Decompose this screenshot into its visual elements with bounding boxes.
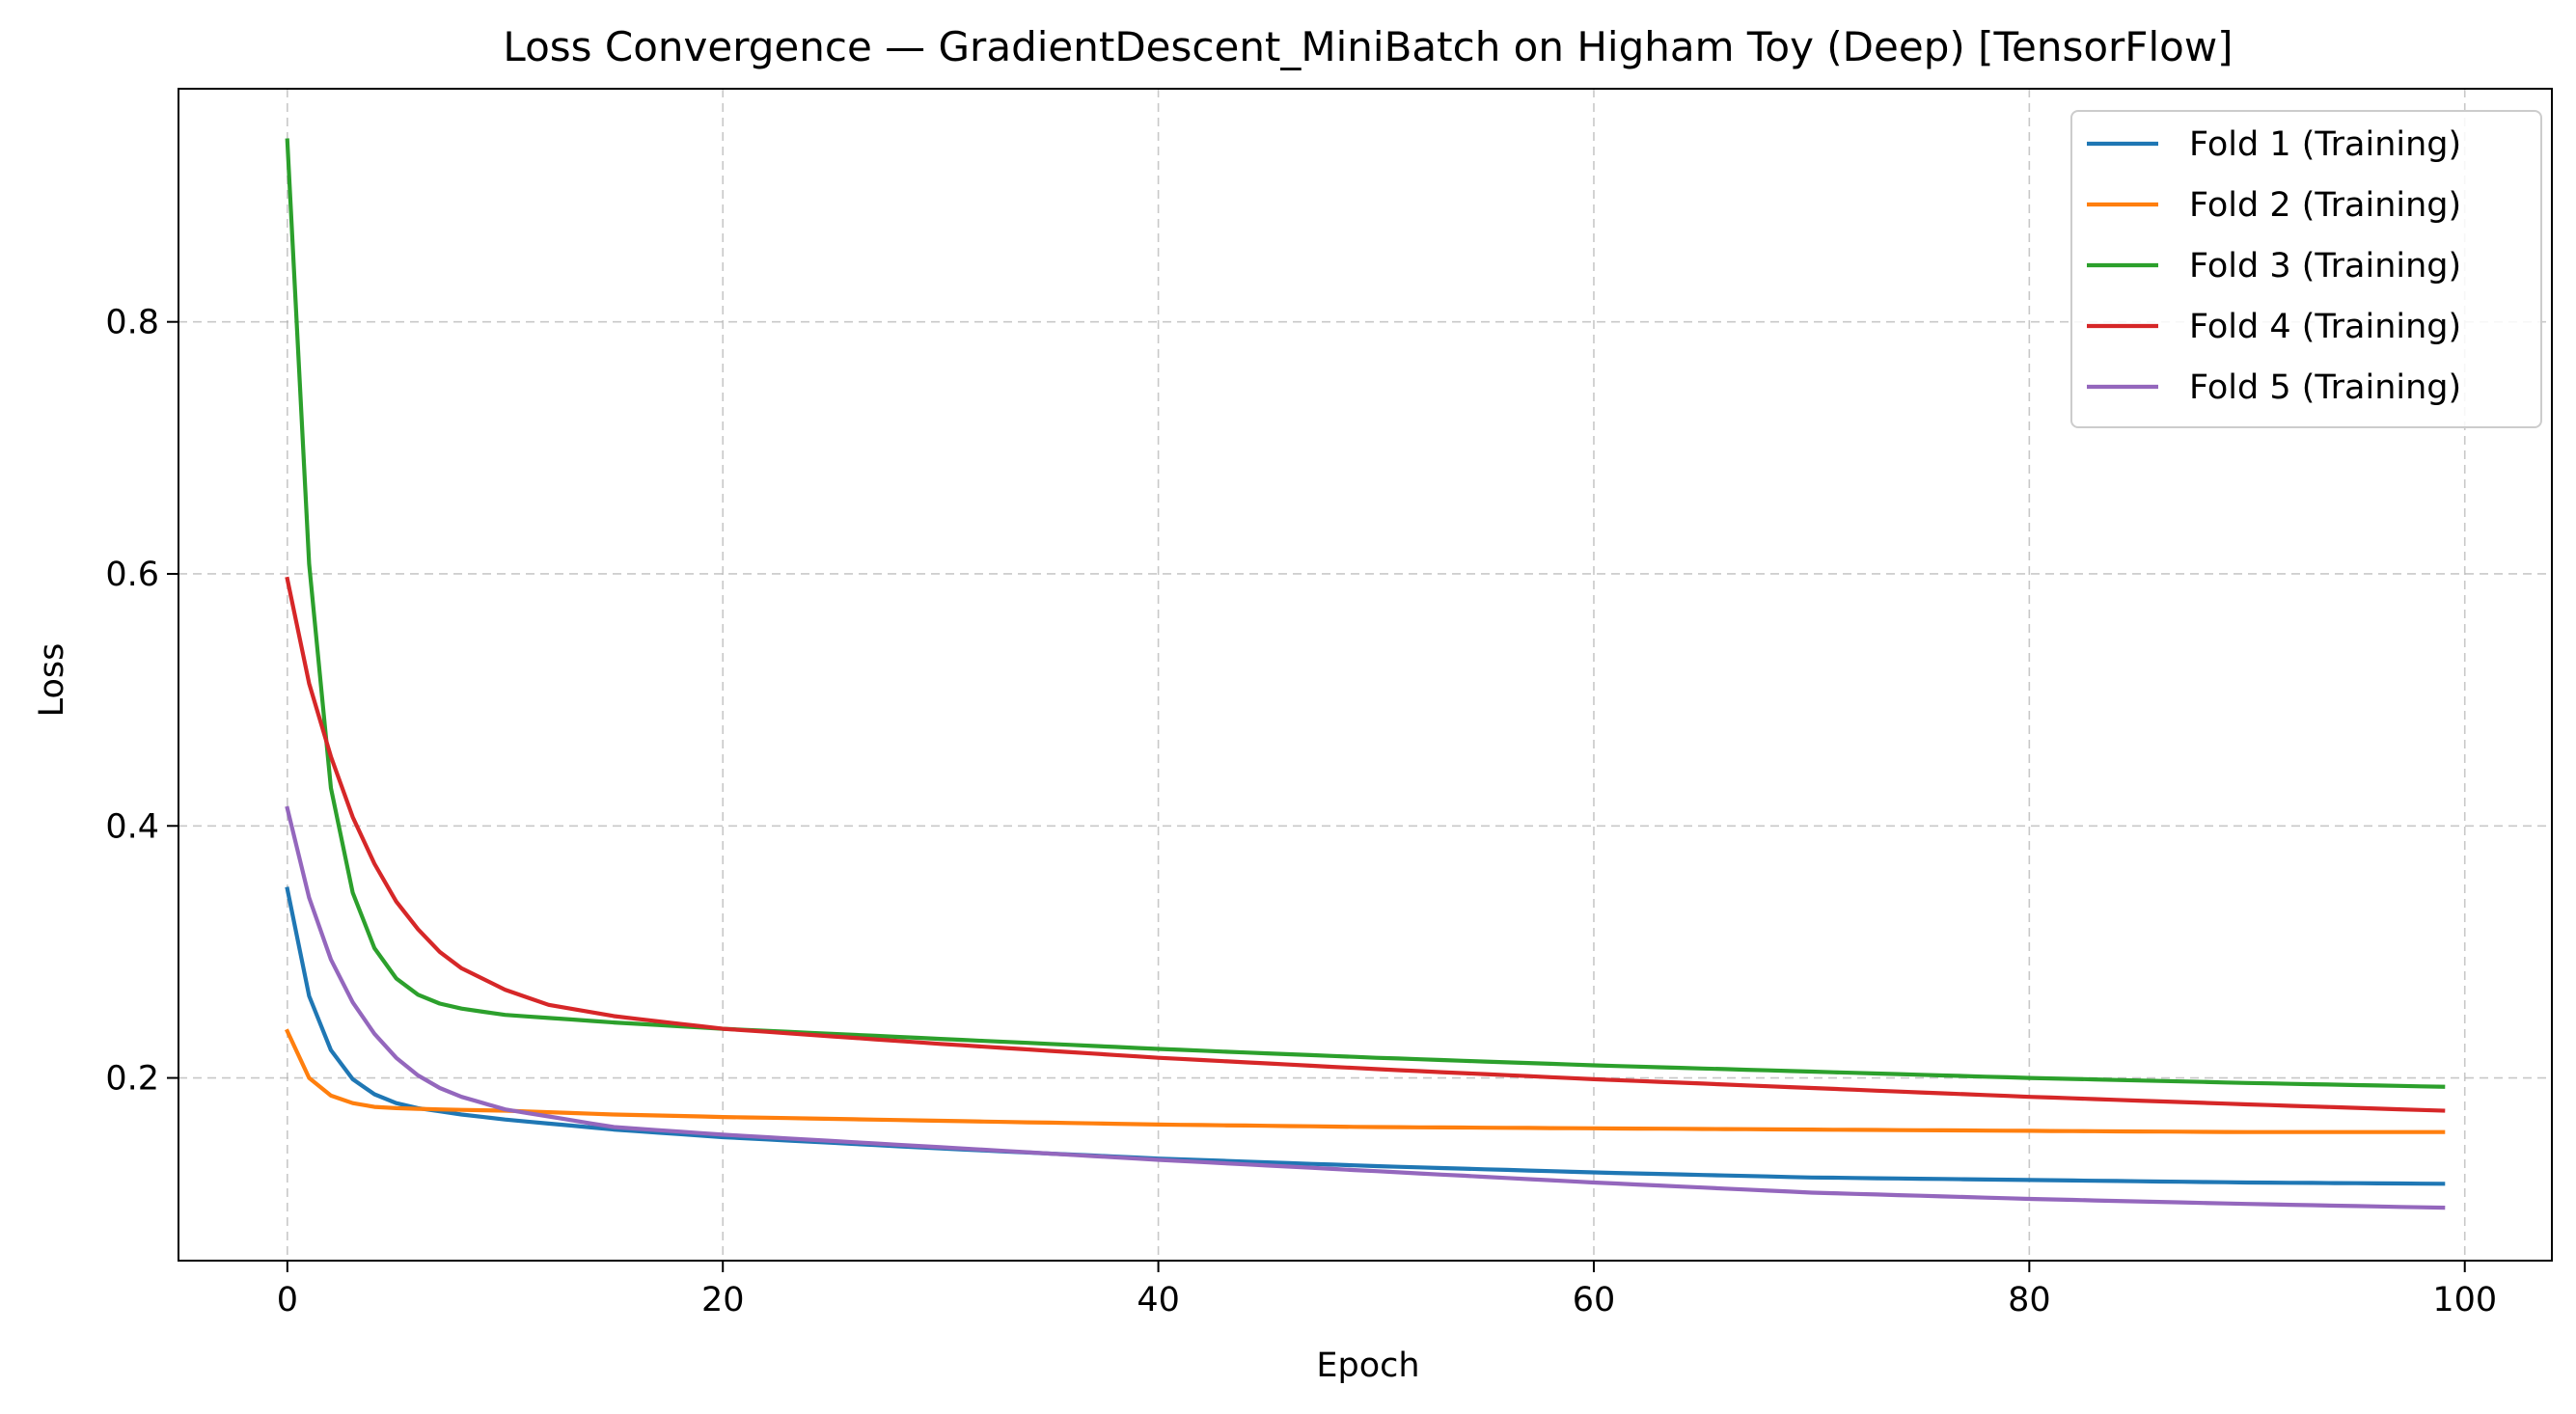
legend-label: Fold 5 (Training) — [2189, 368, 2461, 407]
x-tick-label: 80 — [2008, 1281, 2051, 1319]
y-tick-label: 0.6 — [105, 556, 159, 594]
x-tick-label: 40 — [1137, 1281, 1180, 1319]
x-axis-ticks: 0 20 40 60 80 100 — [277, 1261, 2497, 1319]
chart-title: Loss Convergence — GradientDescent_MiniB… — [503, 23, 2233, 70]
x-tick-label: 100 — [2432, 1281, 2497, 1319]
axes-frame — [178, 88, 2553, 1262]
legend-label: Fold 1 (Training) — [2189, 125, 2461, 164]
x-tick-label: 60 — [1573, 1281, 1616, 1319]
y-tick-label: 0.4 — [105, 807, 159, 846]
series-lines — [285, 138, 2446, 1210]
y-axis-label: Loss — [33, 643, 71, 718]
y-tick-label: 0.8 — [105, 304, 159, 342]
x-axis-label: Epoch — [1316, 1346, 1419, 1385]
series-line-fold-4 — [285, 576, 2446, 1113]
legend-label: Fold 4 (Training) — [2189, 308, 2461, 346]
series-line-fold-1 — [285, 886, 2446, 1186]
x-tick-label: 20 — [701, 1281, 745, 1319]
series-line-fold-3 — [285, 138, 2446, 1089]
legend: Fold 1 (Training) Fold 2 (Training) Fold 3… — [2070, 110, 2542, 428]
legend-label: Fold 2 (Training) — [2189, 186, 2461, 225]
series-line-fold-5 — [285, 805, 2446, 1210]
series-line-fold-2 — [285, 1028, 2446, 1134]
legend-label: Fold 3 (Training) — [2189, 247, 2461, 286]
x-tick-label: 0 — [277, 1281, 298, 1319]
plot-area: 0 20 40 60 80 100 0.2 0.4 0.6 0.8 — [105, 88, 2553, 1319]
legend-box — [2070, 110, 2542, 428]
y-tick-label: 0.2 — [105, 1060, 159, 1099]
y-axis-ticks: 0.2 0.4 0.6 0.8 — [105, 304, 178, 1099]
grid — [178, 89, 2552, 1261]
